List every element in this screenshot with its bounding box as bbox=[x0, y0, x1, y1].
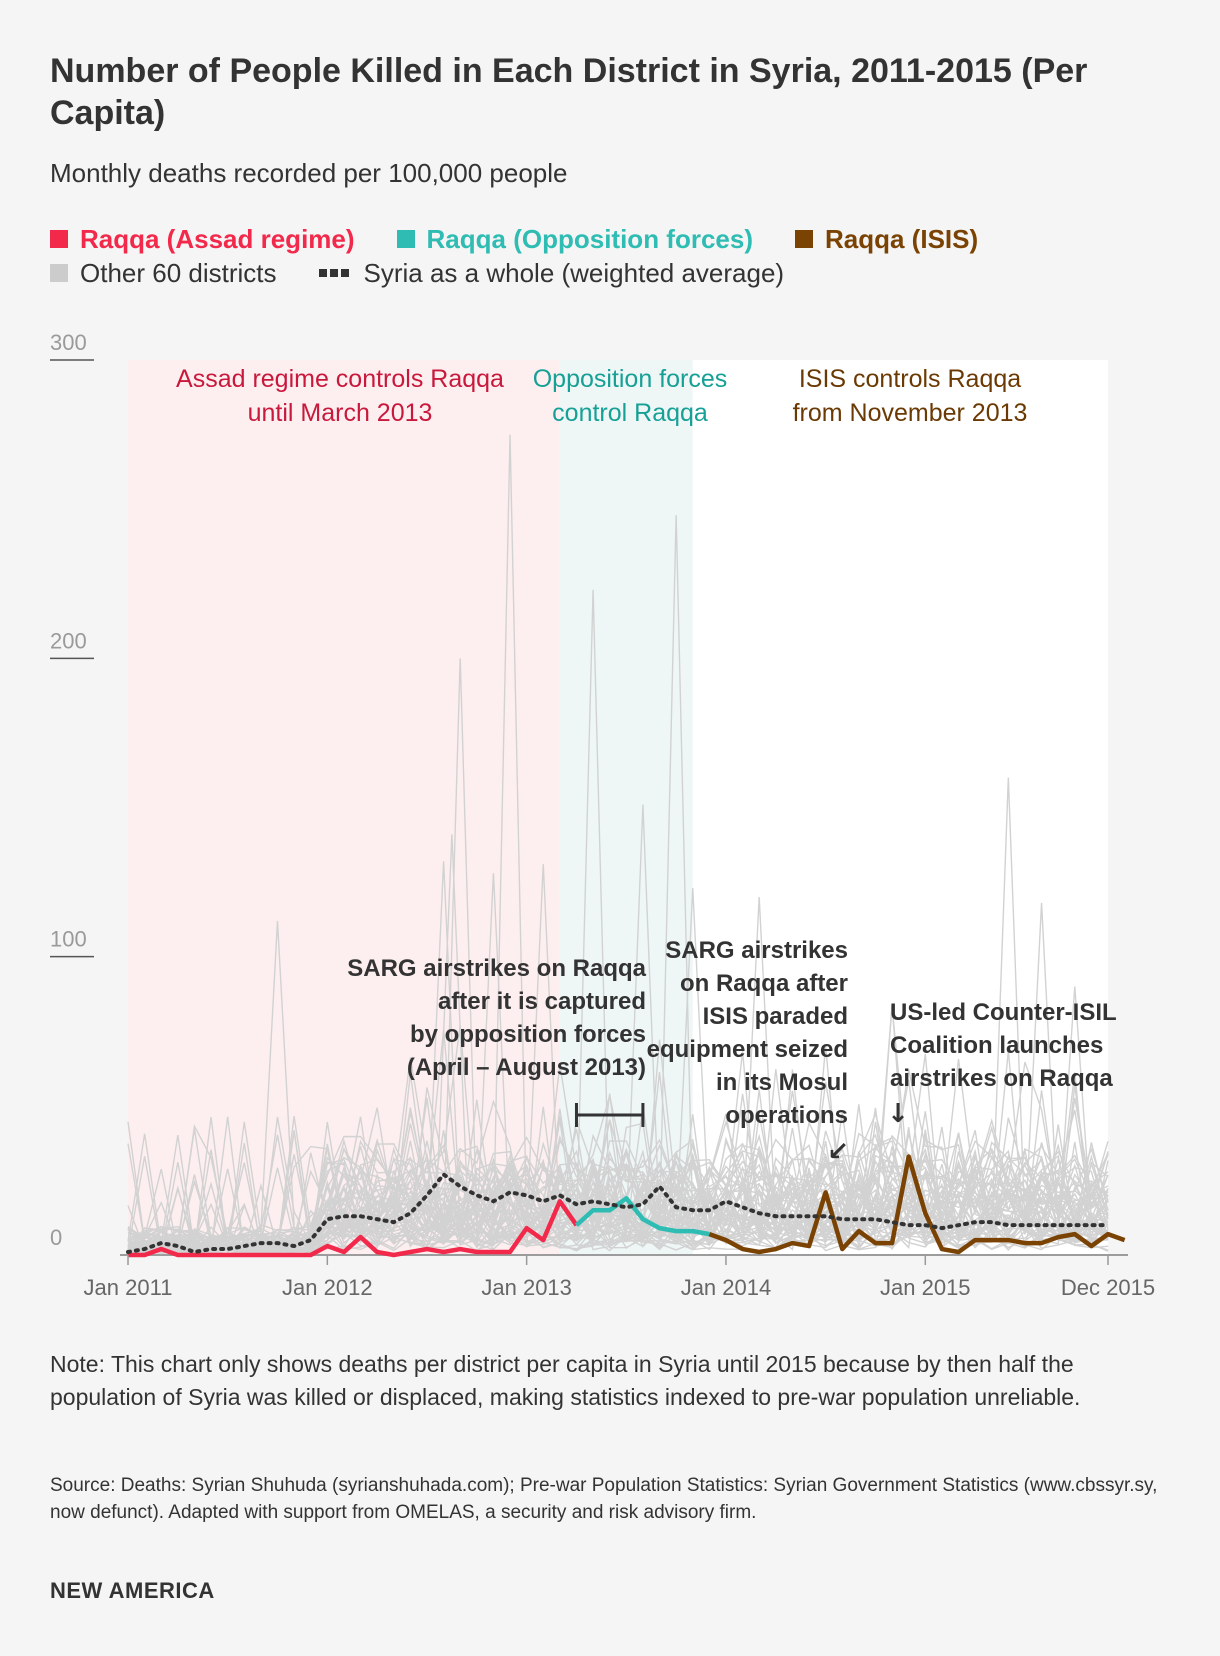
chart-source: Source: Deaths: Syrian Shuhuda (syriansh… bbox=[50, 1475, 1158, 1523]
other-district-peak bbox=[808, 1046, 843, 1232]
other-district-line bbox=[127, 1085, 1109, 1252]
x-tick-label: Dec 2015 bbox=[1061, 1275, 1155, 1300]
other-district-peak bbox=[991, 777, 1026, 1232]
legend-item-syria: Syria as a whole (weighted average) bbox=[318, 256, 785, 290]
annotation-a1: by opposition forces bbox=[410, 1021, 646, 1048]
other-district-line bbox=[127, 1134, 1109, 1248]
legend-swatch-isis bbox=[795, 230, 813, 248]
x-tick-label: Jan 2012 bbox=[282, 1275, 373, 1300]
annotation-a3: Coalition launches bbox=[890, 1032, 1103, 1059]
other-district-peak bbox=[874, 1004, 910, 1232]
other-district-line bbox=[127, 1116, 1109, 1251]
series-line-syria-average bbox=[126, 1171, 1110, 1255]
region-opposition bbox=[559, 360, 693, 1255]
other-district-peak bbox=[426, 861, 461, 1232]
legend-item-assad: Raqqa (Assad regime) bbox=[50, 222, 355, 256]
x-tick-label: Jan 2015 bbox=[880, 1275, 971, 1300]
x-axis: Jan 2011 Jan 2012 Jan 2013 Jan 2014 Jan 2015… bbox=[84, 1255, 1155, 1300]
annotation-a3: airstrikes on Raqqa bbox=[890, 1065, 1113, 1092]
legend-swatch-others bbox=[50, 264, 68, 282]
legend-swatch-assad bbox=[50, 230, 68, 248]
series-lines bbox=[126, 1154, 1126, 1258]
legend-label-isis: Raqqa (ISIS) bbox=[825, 224, 979, 254]
annotation-a2: on Raqqa after bbox=[680, 970, 848, 997]
annotation-a2: operations bbox=[725, 1102, 848, 1129]
other-district-peak bbox=[1057, 986, 1093, 1232]
annotations: SARG airstrikes on Raqqa after it is capt… bbox=[347, 937, 1116, 1167]
annotation-a1: SARG airstrikes on Raqqa bbox=[347, 955, 646, 982]
other-district-peak bbox=[741, 896, 777, 1232]
other-district-peak bbox=[492, 434, 528, 1232]
other-district-line bbox=[127, 1095, 1109, 1252]
other-district-peak bbox=[525, 864, 561, 1232]
other-district-peak bbox=[575, 589, 611, 1232]
chart-subtitle: Monthly deaths recorded per 100,000 peop… bbox=[50, 158, 568, 188]
legend-row-2: Other 60 districts Syria as a whole (wei… bbox=[50, 256, 1170, 290]
annotation-a2: in its Mosul bbox=[716, 1069, 848, 1096]
annotation-a1: (April – August 2013) bbox=[407, 1054, 646, 1081]
annotation-a2: ISIS paraded bbox=[703, 1003, 848, 1030]
region-assad bbox=[128, 360, 560, 1255]
region-label-assad: Assad regime controls Raqqa bbox=[176, 365, 504, 393]
legend-swatch-syria bbox=[318, 269, 352, 277]
legend-item-isis: Raqqa (ISIS) bbox=[795, 222, 978, 256]
legend: Raqqa (Assad regime) Raqqa (Opposition f… bbox=[50, 222, 1170, 290]
legend-item-others: Other 60 districts bbox=[50, 256, 277, 290]
other-district-line bbox=[127, 1072, 1109, 1251]
y-tick-label: 0 bbox=[50, 1225, 62, 1250]
x-tick-label: Jan 2014 bbox=[681, 1275, 772, 1300]
x-tick-label: Jan 2011 bbox=[84, 1275, 173, 1300]
other-district-peak bbox=[1024, 902, 1059, 1232]
y-tick-label: 200 bbox=[50, 628, 87, 653]
legend-label-opposition: Raqqa (Opposition forces) bbox=[426, 224, 753, 254]
other-district-peak bbox=[675, 888, 711, 1232]
annotation-a3: US-led Counter-ISIL bbox=[890, 999, 1117, 1026]
other-district-peak bbox=[625, 804, 661, 1232]
other-district-peak bbox=[260, 920, 295, 1232]
region-label-opposition: Opposition forces bbox=[533, 365, 728, 393]
region-label-opposition: control Raqqa bbox=[552, 399, 708, 427]
series-line-assad bbox=[128, 1199, 579, 1258]
legend-label-others: Other 60 districts bbox=[80, 258, 277, 288]
series-line-opposition bbox=[574, 1196, 710, 1237]
y-tick-label: 100 bbox=[50, 927, 87, 952]
region-label-assad: until March 2013 bbox=[248, 399, 433, 427]
annotation-a2: SARG airstrikes bbox=[665, 937, 848, 964]
annotation-a2: equipment seized bbox=[647, 1036, 848, 1063]
legend-label-assad: Raqqa (Assad regime) bbox=[80, 224, 355, 254]
legend-label-syria: Syria as a whole (weighted average) bbox=[363, 258, 785, 288]
region-label-isis: ISIS controls Raqqa bbox=[799, 365, 1021, 393]
brand-logo: NEW AMERICA bbox=[50, 1578, 215, 1603]
legend-item-opposition: Raqqa (Opposition forces) bbox=[396, 222, 753, 256]
region-labels: Assad regime controls Raqqa until March 2… bbox=[176, 365, 1027, 427]
region-label-isis: from November 2013 bbox=[793, 399, 1028, 427]
annotation-arrow-a3: ↓ bbox=[887, 1099, 909, 1129]
control-regions bbox=[128, 360, 1108, 1255]
y-tick-label: 300 bbox=[50, 330, 87, 355]
chart-title: Number of People Killed in Each District… bbox=[50, 52, 1088, 132]
x-tick-label: Jan 2013 bbox=[481, 1275, 572, 1300]
legend-row-1: Raqqa (Assad regime) Raqqa (Opposition f… bbox=[50, 222, 1170, 256]
other-district-line bbox=[127, 1069, 1109, 1248]
annotation-arrow-a2: ↙ bbox=[827, 1137, 849, 1167]
other-district-peak bbox=[434, 834, 470, 1232]
legend-swatch-opposition bbox=[396, 230, 415, 248]
chart-note: Note: This chart only shows deaths per d… bbox=[50, 1351, 1081, 1410]
annotation-a1: after it is captured bbox=[438, 988, 646, 1015]
series-line-isis bbox=[708, 1154, 1126, 1255]
other-district-peak bbox=[476, 873, 511, 1232]
other-district-line bbox=[127, 1093, 1109, 1251]
other-district-peak bbox=[442, 658, 478, 1232]
